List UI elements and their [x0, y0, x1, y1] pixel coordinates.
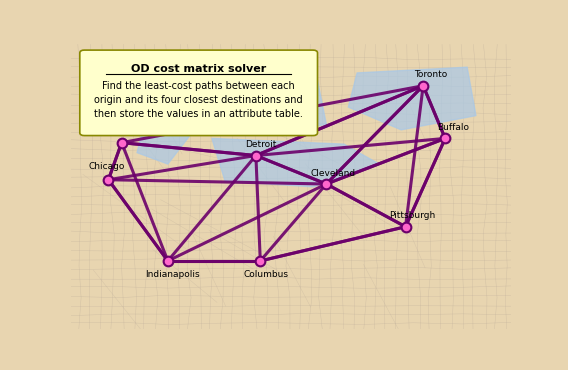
Text: Columbus: Columbus [243, 270, 288, 279]
Text: Pittsburgh: Pittsburgh [389, 211, 435, 221]
Text: Milwaukee: Milwaukee [95, 125, 143, 134]
Polygon shape [137, 58, 203, 164]
Text: Detroit: Detroit [245, 140, 277, 149]
Polygon shape [348, 67, 476, 130]
Text: Cleveland: Cleveland [310, 169, 356, 178]
Text: Find the least-cost paths between each
origin and its four closest destinations : Find the least-cost paths between each o… [94, 81, 303, 119]
Text: Buffalo: Buffalo [437, 123, 469, 132]
Polygon shape [239, 58, 326, 135]
Text: Chicago: Chicago [88, 162, 124, 171]
Text: Indianapolis: Indianapolis [145, 270, 199, 279]
Text: Toronto: Toronto [415, 70, 448, 80]
Polygon shape [212, 138, 379, 187]
FancyBboxPatch shape [80, 50, 318, 135]
Text: OD cost matrix solver: OD cost matrix solver [131, 64, 266, 74]
